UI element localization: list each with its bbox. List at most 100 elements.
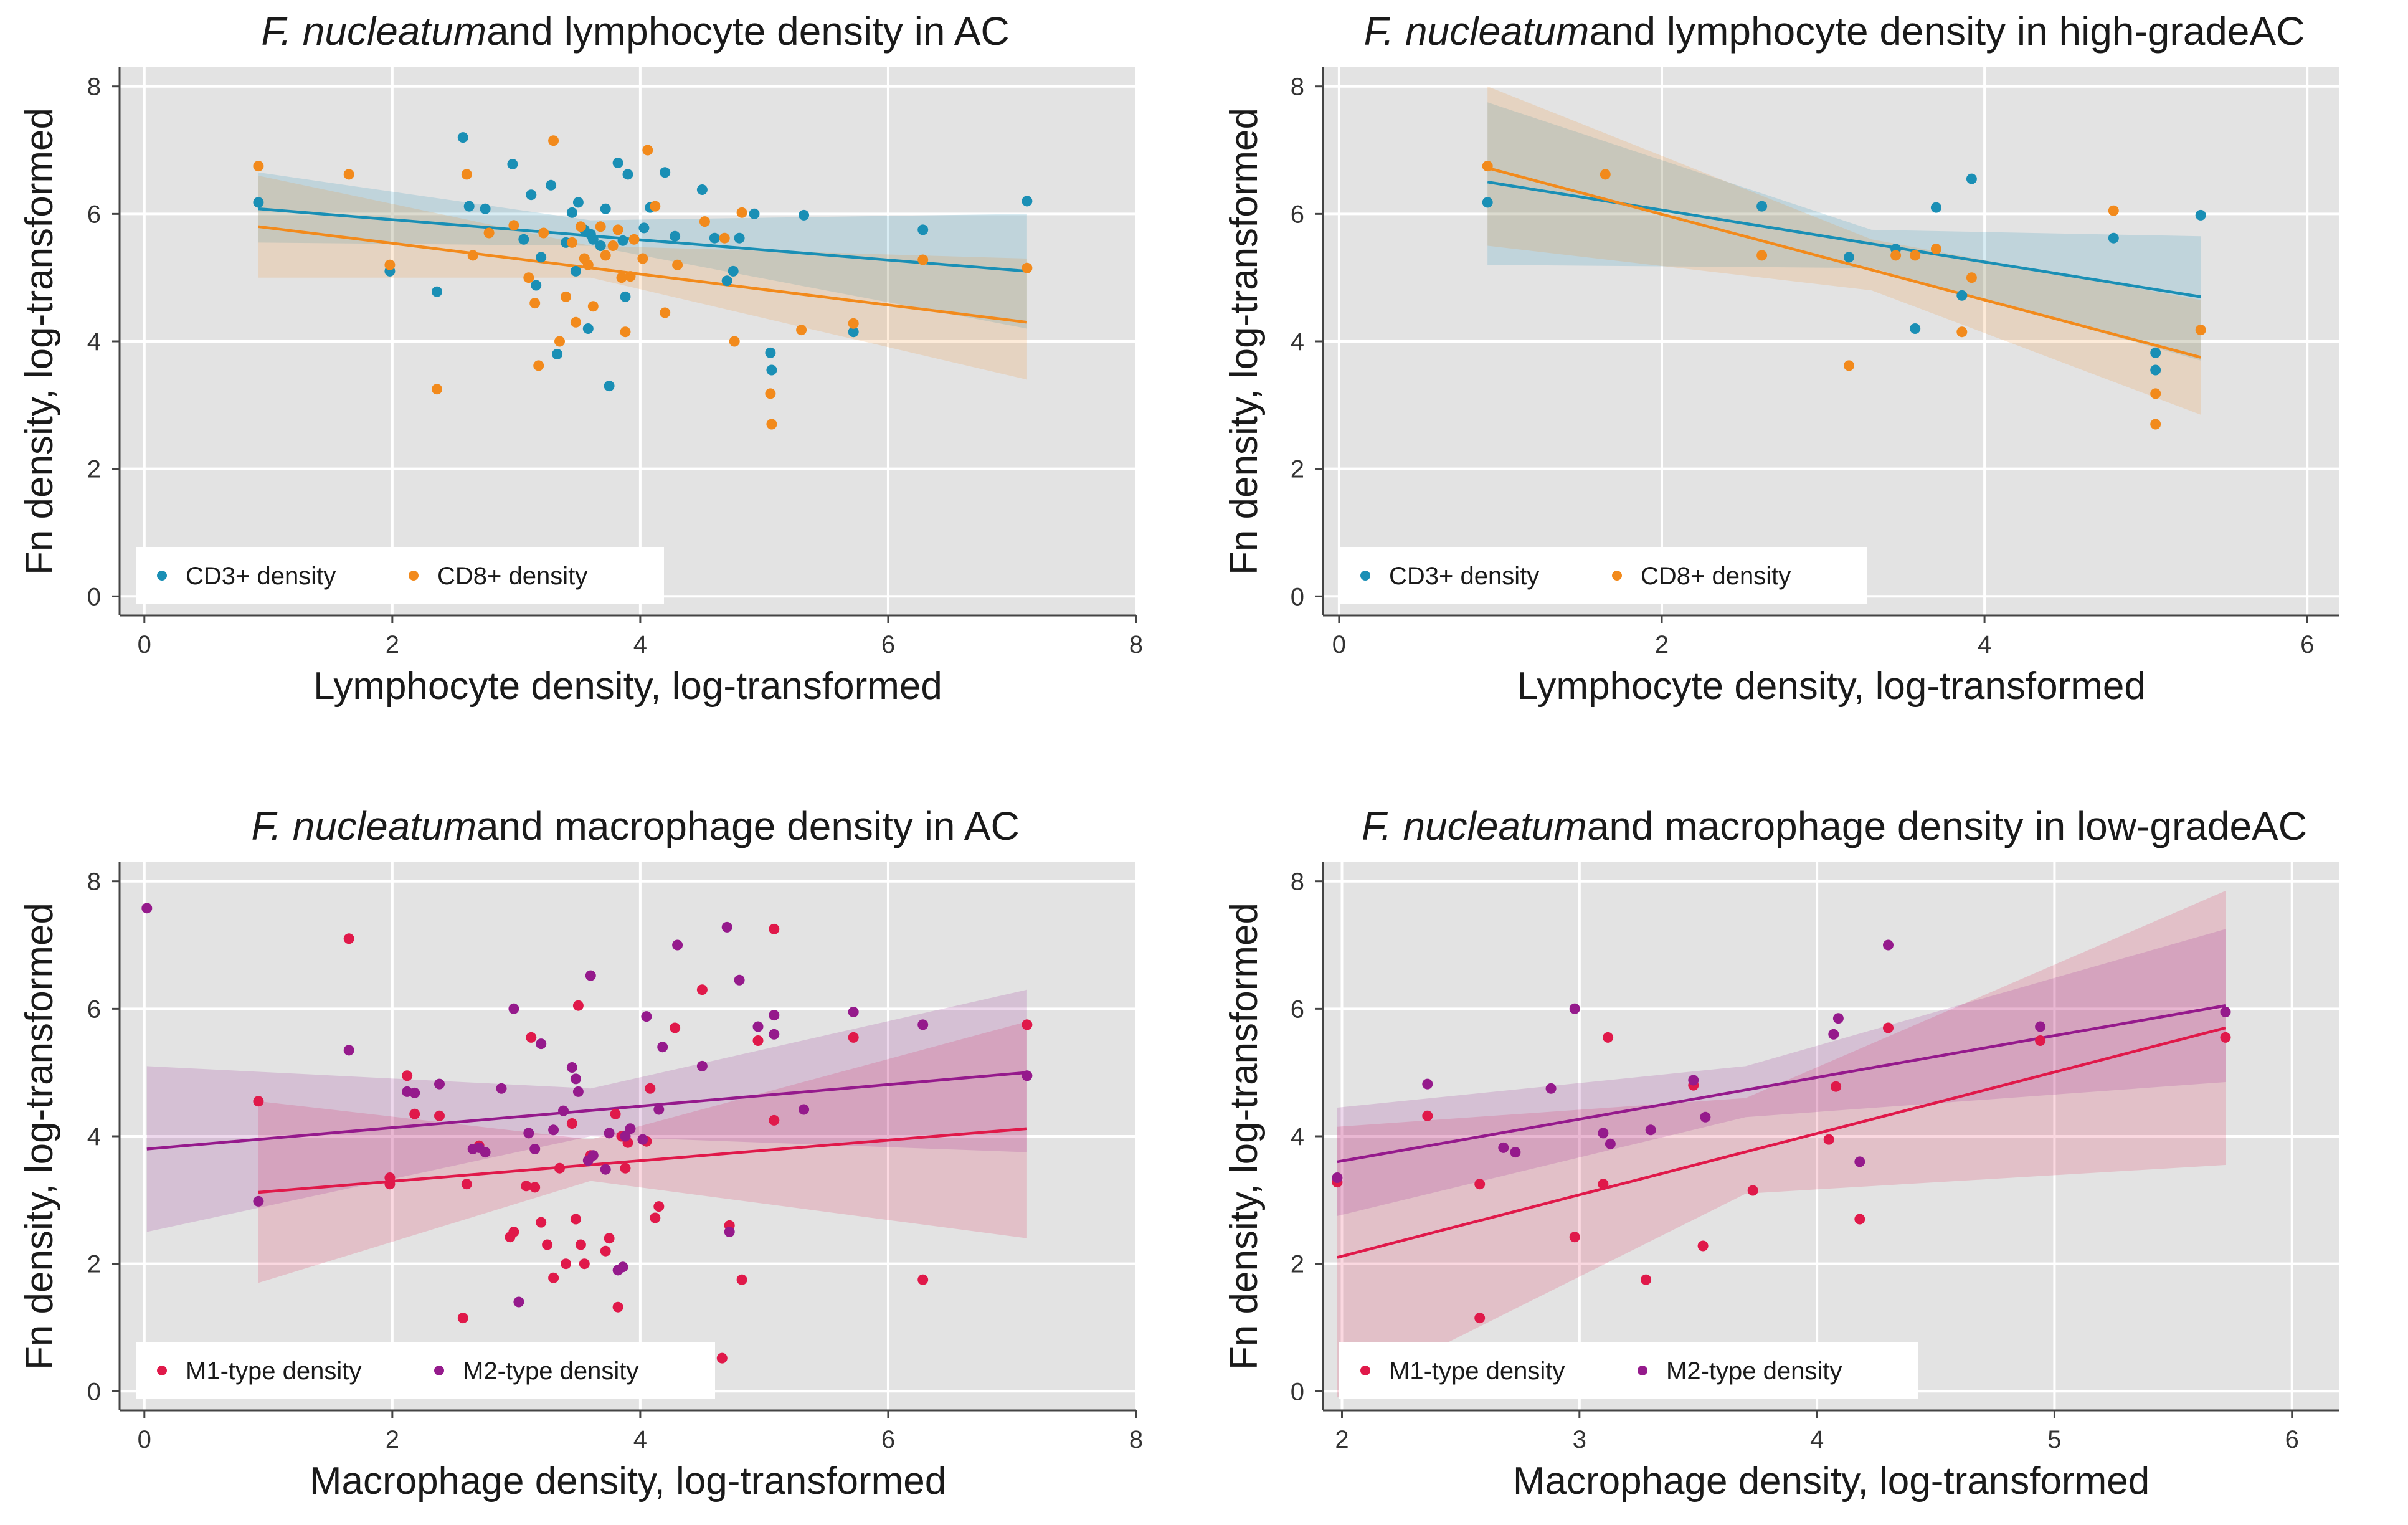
confidence-band-2: [1337, 929, 2226, 1216]
data-point: [642, 145, 653, 156]
data-point: [2108, 205, 2119, 216]
chart-title-rest: and macrophage density in low-gradeAC: [1587, 804, 2307, 848]
data-point: [582, 259, 594, 270]
chart-panel-4: 2 3 4 5 6 0 2 4 6 8 M1-type density M2-type density…: [1223, 804, 2339, 1503]
series-points-1: [1332, 1022, 2231, 1324]
data-point: [1966, 173, 1977, 184]
data-point: [736, 207, 747, 218]
data-point: [1498, 1142, 1509, 1153]
data-point: [508, 1003, 519, 1014]
chart-title-rest: and macrophage density in AC: [476, 804, 1020, 848]
data-point: [1022, 262, 1033, 273]
data-point: [570, 1214, 581, 1225]
data-point: [600, 250, 611, 261]
data-point: [546, 179, 557, 191]
chart-panel-3: 0 2 4 6 8 0 2 4 6 8 M1-type density M2-type density…: [18, 804, 1143, 1503]
data-point: [728, 265, 739, 277]
data-point: [2150, 419, 2161, 430]
y-tick-label: 6: [1291, 201, 1304, 228]
series-points-2: [1332, 939, 2231, 1183]
data-point: [457, 132, 468, 143]
data-point: [612, 224, 623, 235]
data-point: [1966, 272, 1977, 283]
data-point: [434, 1110, 445, 1121]
data-point: [917, 1274, 929, 1285]
data-point: [1569, 1232, 1580, 1243]
confidence-band-2: [258, 176, 1027, 380]
data-point: [526, 189, 537, 201]
data-point: [752, 1021, 764, 1032]
data-point: [434, 1078, 445, 1090]
fit-line-2: [1487, 166, 2201, 359]
data-point: [2035, 1021, 2046, 1032]
data-point: [1022, 1070, 1033, 1081]
data-point: [620, 291, 631, 302]
y-axis-label: Fn density, log-transformed: [18, 108, 61, 575]
legend-marker-1: [157, 1366, 167, 1375]
data-point: [518, 234, 529, 245]
fit-line-1: [258, 207, 1028, 273]
data-point: [696, 184, 708, 195]
data-point: [343, 933, 354, 944]
legend-box: [136, 1342, 715, 1399]
data-point: [558, 1105, 569, 1116]
data-point: [709, 232, 720, 244]
x-tick-label: 4: [633, 631, 647, 658]
y-tick-label: 4: [1291, 1123, 1304, 1151]
data-point: [1600, 169, 1611, 180]
data-point: [529, 1182, 541, 1193]
data-point: [1474, 1313, 1486, 1324]
data-point: [620, 1131, 631, 1142]
y-axis-label: Fn density, log-transformed: [1223, 108, 1266, 575]
chart-title-rest: and lymphocyte density in AC: [486, 9, 1010, 54]
data-point: [548, 1272, 559, 1283]
data-point: [480, 203, 491, 214]
legend-marker-2: [1638, 1366, 1647, 1375]
data-point: [402, 1070, 413, 1081]
data-point: [1756, 250, 1768, 261]
data-point: [1883, 939, 1894, 951]
data-point: [253, 1195, 264, 1207]
series-points-1: [1482, 173, 2206, 376]
data-point: [696, 1060, 708, 1071]
data-point: [343, 169, 354, 180]
data-point: [650, 1212, 661, 1223]
data-point: [1474, 1179, 1486, 1190]
data-point: [917, 224, 929, 235]
data-point: [1883, 1022, 1894, 1033]
series-points-2: [1482, 161, 2206, 430]
data-point: [461, 169, 472, 180]
confidence-band-2: [1487, 86, 2201, 415]
data-point: [536, 252, 547, 263]
data-point: [1022, 1019, 1033, 1030]
y-tick-label: 2: [87, 1251, 101, 1278]
x-tick-label: 6: [2300, 631, 2314, 658]
y-tick-label: 8: [1291, 868, 1304, 896]
data-point: [529, 298, 541, 309]
data-point: [1956, 326, 1968, 338]
data-point: [508, 1227, 519, 1237]
legend: M1-type density M2-type density: [136, 1342, 715, 1399]
x-tick-label: 3: [1573, 1426, 1586, 1453]
data-point: [548, 135, 559, 146]
confidence-band-1: [258, 1021, 1027, 1283]
data-point: [766, 419, 777, 430]
data-point: [1688, 1075, 1699, 1086]
data-point: [600, 1164, 611, 1175]
data-point: [1645, 1124, 1656, 1136]
data-point: [572, 1086, 584, 1097]
data-point: [600, 203, 611, 214]
legend: M1-type density M2-type density: [1339, 1342, 1918, 1399]
legend: CD3+ density CD8+ density: [136, 547, 664, 604]
data-point: [1598, 1179, 1609, 1190]
data-point: [848, 326, 859, 338]
legend-marker-1: [157, 571, 167, 581]
data-point: [483, 227, 495, 239]
y-tick-label: 2: [1291, 1251, 1304, 1278]
data-point: [432, 286, 442, 297]
data-point: [1832, 1013, 1844, 1024]
data-point: [566, 1062, 577, 1073]
data-point: [716, 1352, 728, 1364]
data-point: [628, 234, 640, 245]
